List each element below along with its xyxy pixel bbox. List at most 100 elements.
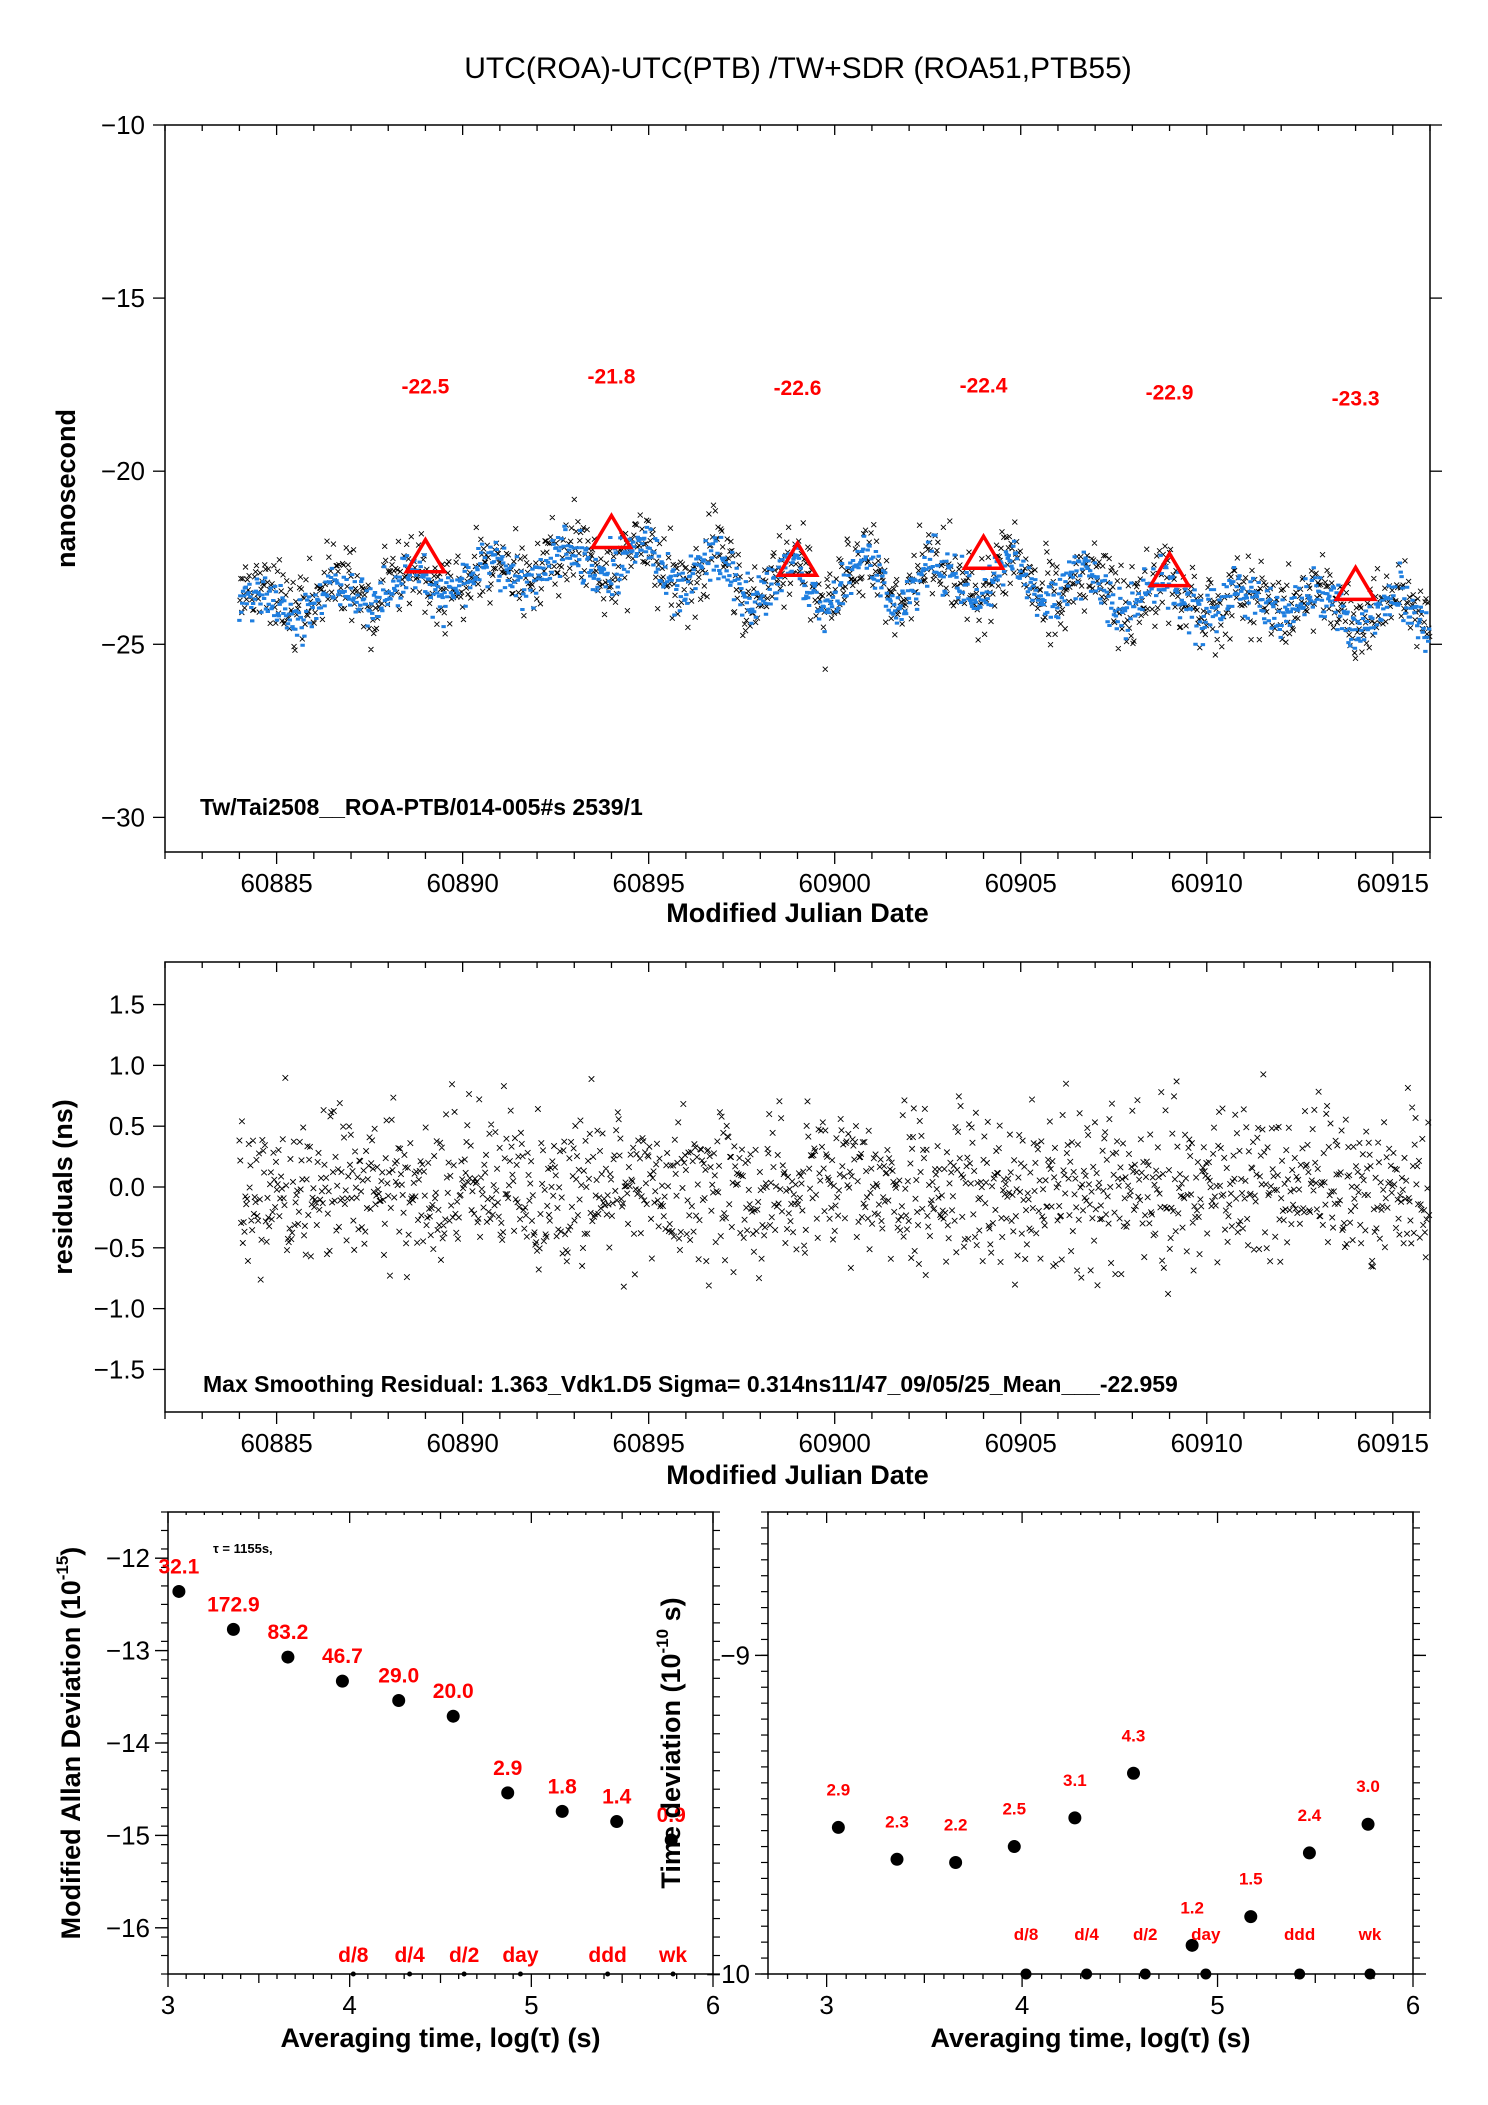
- point-label: 29.0: [378, 1664, 419, 1687]
- point-label: 1.4: [602, 1786, 632, 1809]
- x-tick-label: 60885: [240, 868, 312, 898]
- y-tick-label: −13: [106, 1636, 150, 1666]
- daily-mean-label: -22.9: [1146, 382, 1194, 405]
- point-label: 3.0: [1356, 1777, 1380, 1796]
- x-tick-label: 60900: [799, 1428, 871, 1458]
- y-tick-label: −9: [720, 1640, 750, 1670]
- chart-title: UTC(ROA)-UTC(PTB) /TW+SDR (ROA51,PTB55): [464, 52, 1132, 85]
- y-axis-label-end: s): [656, 1597, 686, 1629]
- period-point: [461, 1971, 467, 1977]
- daily-mean-label: -21.8: [588, 366, 636, 389]
- residual-annotation: Max Smoothing Residual: 1.363_Vdk1.D5 Si…: [203, 1371, 1178, 1397]
- deviation-point: [949, 1855, 963, 1869]
- y-tick-label: −30: [101, 802, 145, 832]
- deviation-point: [172, 1584, 186, 1598]
- daily-mean-marker: [961, 532, 1006, 571]
- y-axis-label-text: Modified Allan Deviation (10: [56, 1580, 86, 1939]
- x-axis-label: Modified Julian Date: [666, 898, 929, 928]
- y-axis-label-exponent: -10: [653, 1629, 672, 1654]
- y-axis-label-exponent: -15: [53, 1556, 72, 1581]
- period-label: day: [1191, 1925, 1221, 1944]
- deviation-point: [1361, 1817, 1375, 1831]
- x-tick-label: 60895: [613, 1428, 685, 1458]
- plot-frame: [767, 1511, 1414, 1975]
- point-label: 1.5: [1239, 1870, 1263, 1889]
- deviation-point: [831, 1820, 845, 1834]
- daily-mean-marker: [1147, 550, 1192, 588]
- deviation-point: [335, 1674, 349, 1688]
- deviation-point: [1007, 1840, 1021, 1854]
- x-axis-label: Modified Julian Date: [666, 1460, 929, 1490]
- deviation-point: [392, 1693, 406, 1707]
- run-annotation: Tw/Tai2508__ROA-PTB/014-005#s 2539/1: [200, 794, 643, 820]
- period-point: [1294, 1968, 1306, 1980]
- period-label: d/2: [1133, 1925, 1158, 1944]
- plot-frame: [167, 1511, 714, 1975]
- period-point: [670, 1971, 676, 1977]
- x-tick-label: 60905: [985, 868, 1057, 898]
- deviation-point: [1244, 1910, 1258, 1924]
- period-label: d/2: [449, 1944, 479, 1967]
- daily-mean-marker: [589, 512, 634, 550]
- y-axis-label: Modified Allan Deviation (10-15): [53, 1547, 86, 1940]
- y-tick-label: −15: [106, 1820, 150, 1850]
- period-point: [1139, 1968, 1151, 1980]
- y-axis-label: Time deviation (10-10 s): [653, 1597, 686, 1888]
- deviation-point: [890, 1852, 904, 1866]
- point-label: 1.2: [1180, 1898, 1204, 1917]
- point-label: 2.9: [827, 1780, 851, 1799]
- residual-points: [236, 1071, 1433, 1298]
- deviation-point: [446, 1709, 460, 1723]
- period-point: [1200, 1968, 1212, 1980]
- y-tick-label: −10: [101, 110, 145, 140]
- point-label: 4.3: [1122, 1726, 1146, 1745]
- daily-mean-label: -22.5: [402, 376, 450, 399]
- daily-mean-marker: [1333, 564, 1378, 602]
- period-label: wk: [1358, 1925, 1382, 1944]
- x-tick-label: 3: [161, 1990, 175, 2020]
- x-tick-label: 4: [1015, 1990, 1029, 2020]
- y-tick-label: −20: [101, 456, 145, 486]
- x-tick-label: 60915: [1357, 1428, 1429, 1458]
- x-tick-label: 6: [1406, 1990, 1420, 2020]
- y-tick-label: 1.5: [109, 990, 145, 1020]
- point-label: 20.0: [433, 1680, 474, 1703]
- period-label: d/4: [1074, 1925, 1099, 1944]
- x-tick-label: 60910: [1171, 868, 1243, 898]
- period-point: [407, 1971, 413, 1977]
- x-tick-label: 60890: [426, 868, 498, 898]
- x-tick-label: 3: [819, 1990, 833, 2020]
- daily-mean-label: -23.3: [1332, 387, 1380, 410]
- deviation-point: [555, 1804, 569, 1818]
- period-label: d/8: [338, 1944, 369, 1967]
- period-label: d/4: [394, 1944, 425, 1967]
- point-label: 2.2: [944, 1815, 968, 1834]
- point-label: 46.7: [322, 1645, 363, 1668]
- point-label: 3.1: [1063, 1771, 1087, 1790]
- smoothed-points: [237, 524, 1432, 653]
- deviation-point: [1185, 1938, 1199, 1952]
- x-tick-label: 6: [706, 1990, 720, 2020]
- period-point: [605, 1971, 611, 1977]
- period-label: ddd: [1284, 1925, 1315, 1944]
- x-tick-label: 60915: [1357, 868, 1429, 898]
- x-axis-label: Averaging time, log(τ) (s): [930, 2023, 1250, 2053]
- y-axis-label-text: Time deviation (10: [656, 1654, 686, 1889]
- x-tick-label: 60885: [240, 1428, 312, 1458]
- y-axis-label-end: ): [56, 1547, 86, 1556]
- period-point: [350, 1971, 356, 1977]
- y-tick-label: −16: [106, 1913, 150, 1943]
- period-label: day: [502, 1944, 539, 1967]
- x-tick-label: 60905: [985, 1428, 1057, 1458]
- y-tick-label: 0.5: [109, 1111, 145, 1141]
- x-tick-label: 5: [524, 1990, 538, 2020]
- point-label: 2.3: [885, 1812, 909, 1831]
- point-label: 1.8: [548, 1775, 578, 1798]
- y-tick-label: −1.5: [94, 1354, 145, 1384]
- daily-mean-marker: [775, 539, 820, 577]
- x-tick-label: 4: [342, 1990, 356, 2020]
- deviation-point: [664, 1833, 678, 1847]
- period-point: [517, 1971, 523, 1977]
- residuals-panel: 60885 60890 60895 60900 60905 60910 60915 −1.5 −…: [48, 961, 1433, 1490]
